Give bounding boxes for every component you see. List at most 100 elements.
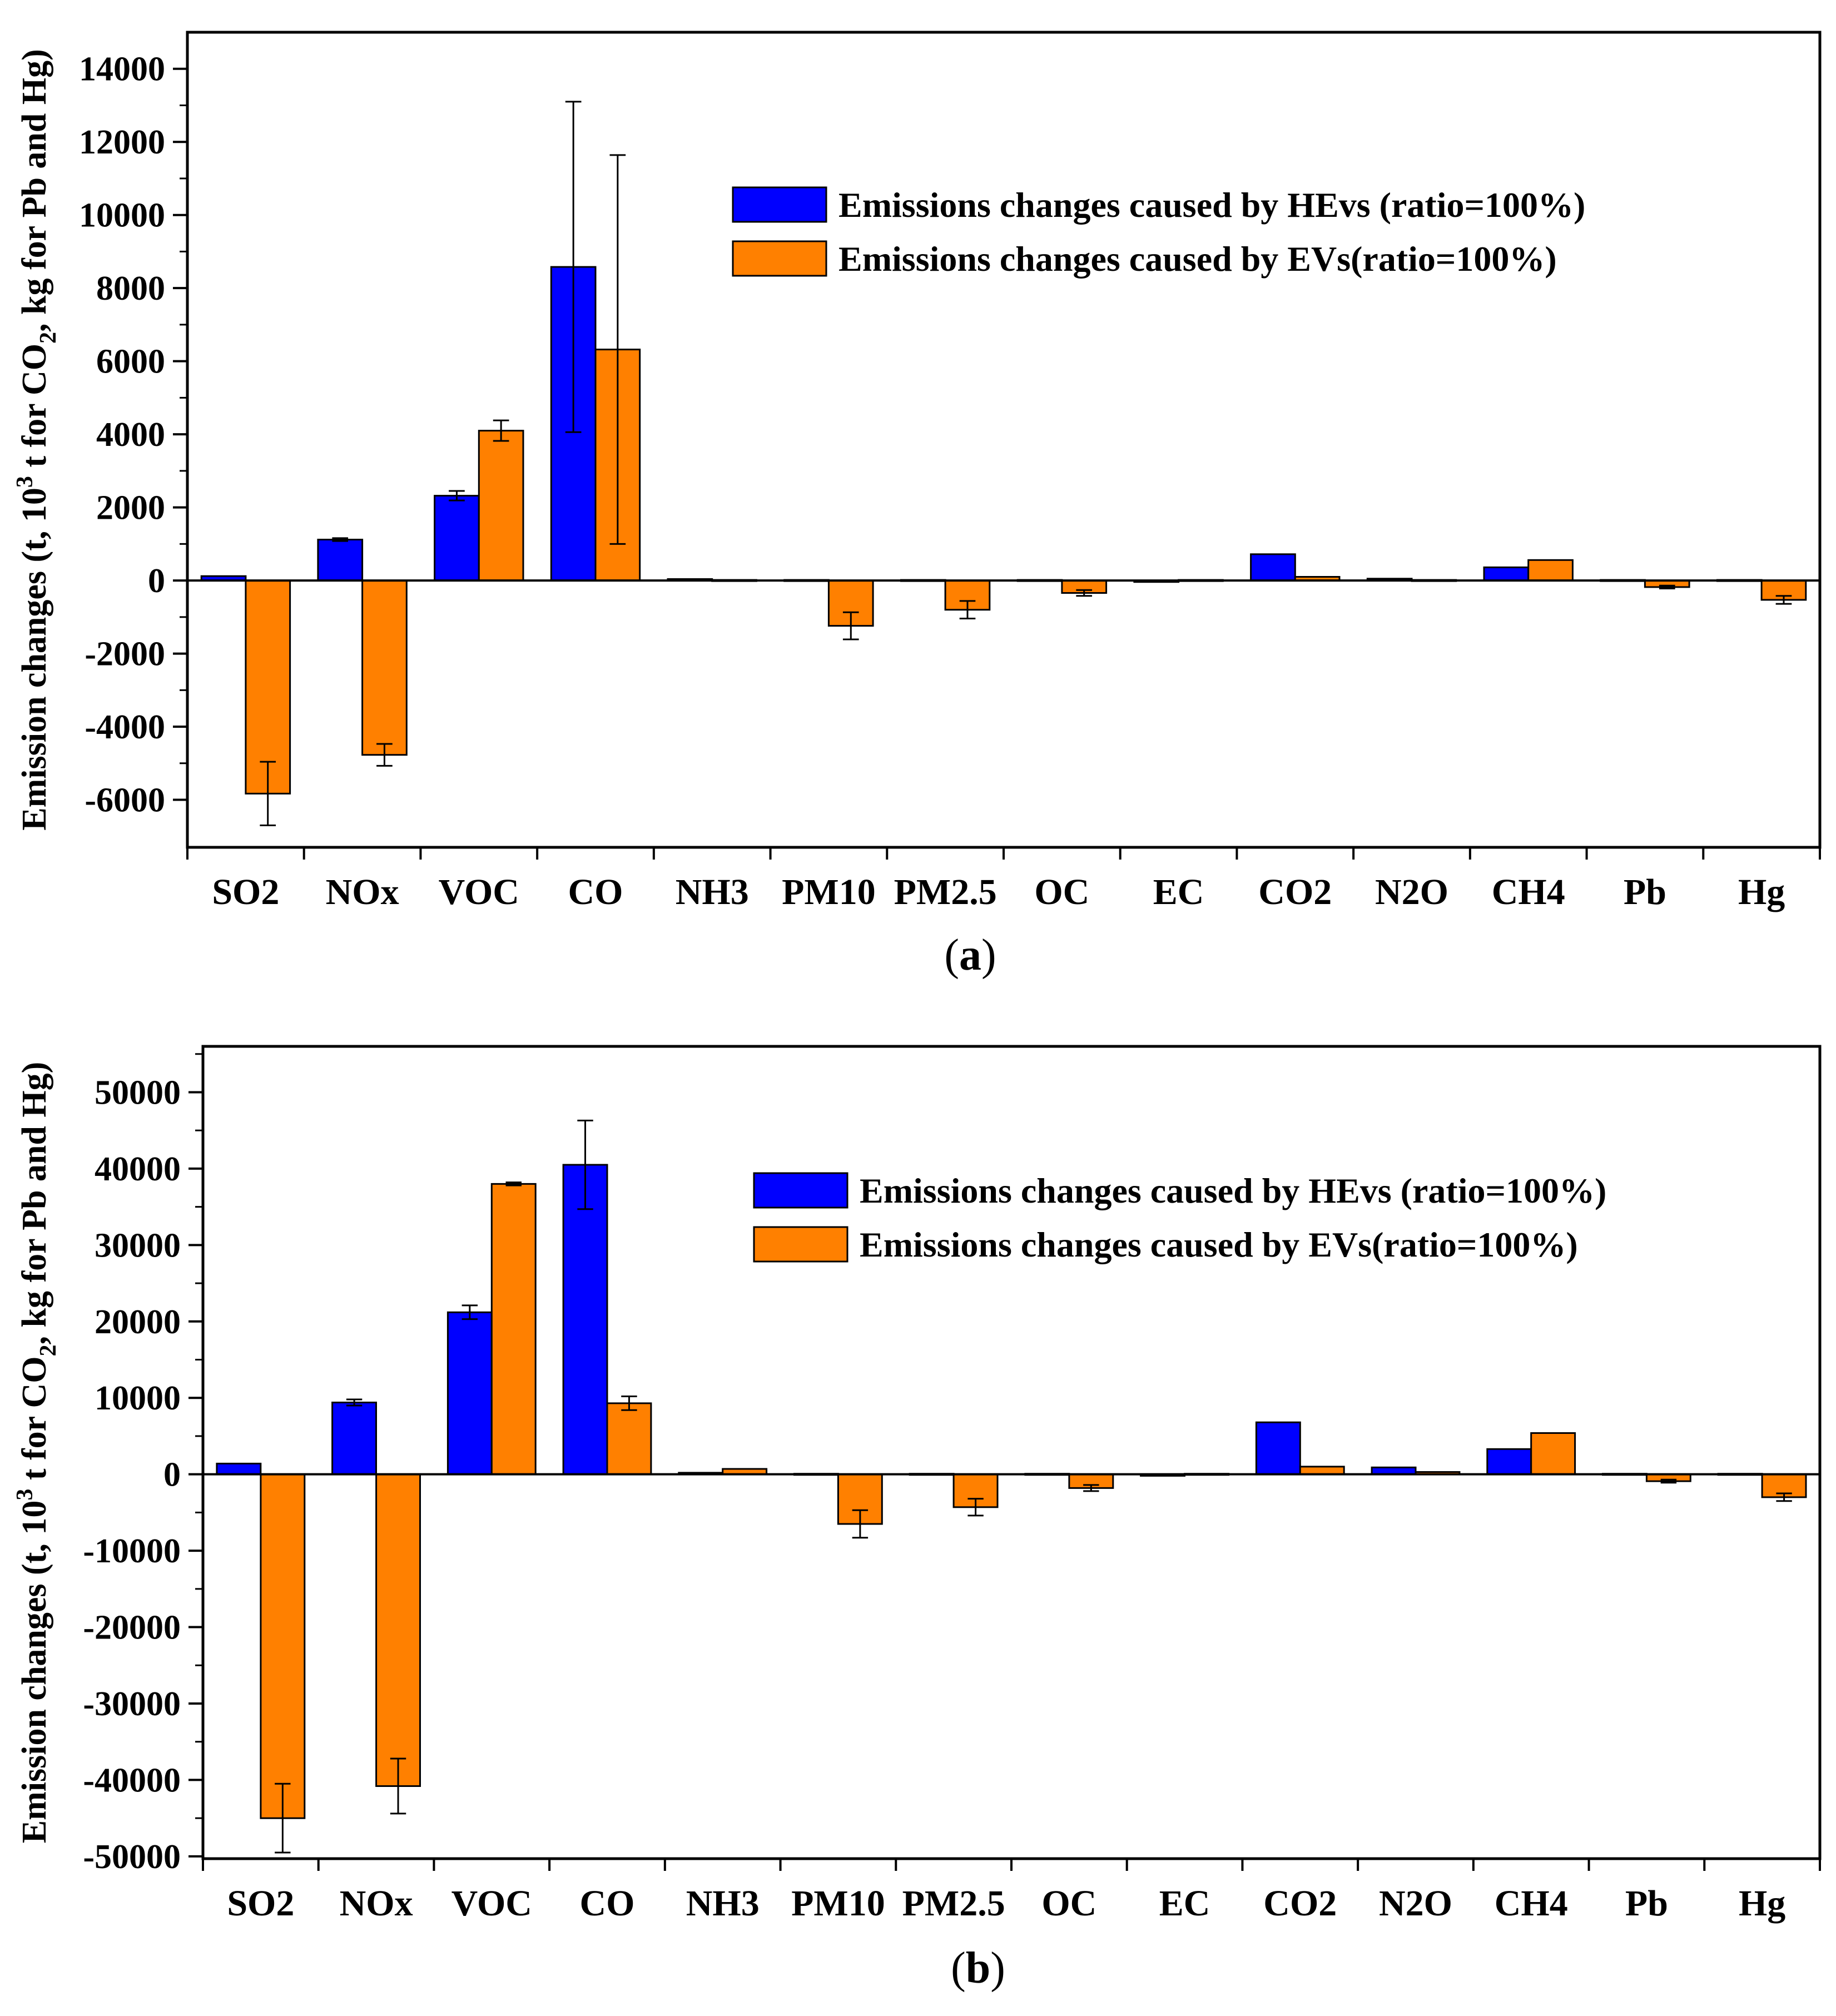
legend-swatch-evs	[732, 240, 827, 277]
y-tick-label: 50000	[95, 1074, 181, 1111]
y-tick-label: -2000	[85, 635, 165, 673]
y-tick-label: -40000	[83, 1761, 181, 1799]
y-axis-title-sup: 3	[12, 476, 38, 488]
x-tick-label-so2: SO2	[212, 872, 279, 912]
y-tick-label: -4000	[85, 708, 165, 746]
legend-label-hevs: Emissions changes caused by HEvs (ratio=…	[860, 1171, 1606, 1210]
x-tick-label-co2: CO2	[1263, 1883, 1337, 1924]
x-tick-label-pm25: PM2.5	[902, 1883, 1005, 1924]
bar-evs-co2	[1299, 1466, 1345, 1476]
y-tick-label: 14000	[79, 51, 165, 88]
bar-evs-co	[606, 1402, 652, 1476]
bar-hevs-co2	[1255, 1421, 1301, 1476]
bar-hevs-co2	[1250, 553, 1296, 582]
x-tick-label-hg: Hg	[1738, 872, 1785, 912]
legend-label-evs: Emissions changes caused by EVs(ratio=10…	[838, 239, 1557, 279]
panel-a: -6000 -4000 -2000 0 2000 4000 6000 8000 10000 120…	[12, 31, 1822, 980]
y-tick-label: -50000	[83, 1838, 181, 1876]
x-tick-label-pb: Pb	[1625, 1883, 1668, 1924]
y-tick-label: -30000	[83, 1685, 181, 1723]
bar-evs-nox	[361, 579, 408, 756]
bar-evs-so2	[245, 579, 291, 795]
x-tick-label-nh3: NH3	[676, 872, 749, 912]
panel-b: -50000 -40000 -30000 -20000 -10000 0 10000 2000…	[12, 1045, 1822, 1993]
x-tick-label-ch4: CH4	[1492, 872, 1565, 912]
bar-evs-voc	[490, 1183, 537, 1476]
y-tick-label: 12000	[79, 123, 165, 161]
panel-label: (a)	[944, 931, 996, 980]
legend-label-hevs: Emissions changes caused by HEvs (ratio=…	[838, 185, 1585, 225]
y-tick-label: 4000	[96, 416, 165, 454]
x-tick-label-n2o: N2O	[1375, 872, 1448, 912]
y-axis-title: Emission changes (t, 103 t for CO2, kg f…	[12, 49, 61, 831]
bar-evs-ch4	[1527, 559, 1574, 582]
y-axis-title-pre: Emission changes (t, 10	[16, 1501, 53, 1844]
panel-label-letter: b	[966, 1944, 991, 1993]
bar-hevs-nox	[317, 539, 364, 582]
y-tick-label: 30000	[95, 1227, 181, 1264]
y-axis-title-pre: Emission changes (t, 10	[16, 488, 53, 831]
y-tick-label: 10000	[95, 1379, 181, 1417]
y-tick-label: 8000	[96, 270, 165, 307]
legend-label-evs: Emissions changes caused by EVs(ratio=10…	[860, 1225, 1578, 1264]
bar-hevs-nox	[331, 1402, 377, 1476]
y-axis-title-sub: 2	[36, 332, 61, 344]
x-tick-label-oc: OC	[1041, 1883, 1096, 1924]
x-tick-label-so2: SO2	[227, 1883, 294, 1924]
legend-swatch-hevs	[753, 1172, 848, 1209]
y-axis-title-sub: 2	[36, 1344, 61, 1356]
x-tick-label-co: CO	[580, 1883, 635, 1924]
x-tick-label-pm25: PM2.5	[894, 872, 997, 912]
y-tick-label: 20000	[95, 1303, 181, 1341]
bar-evs-so2	[260, 1473, 306, 1819]
panel-label: (b)	[951, 1944, 1005, 1993]
x-tick-label-nh3: NH3	[686, 1883, 760, 1924]
y-tick-label: 2000	[96, 489, 165, 527]
bar-hevs-ch4	[1483, 566, 1530, 582]
y-tick-label: 0	[148, 562, 165, 600]
legend-swatch-hevs	[732, 186, 827, 223]
y-axis-title-post: , kg for Pb and Hg)	[16, 49, 53, 332]
y-tick-label: 6000	[96, 343, 165, 381]
x-tick-label-ch4: CH4	[1495, 1883, 1568, 1924]
bar-evs-ch4	[1530, 1432, 1576, 1476]
panel-label-open-paren: (	[951, 1944, 966, 1993]
y-axis-title-sup: 3	[12, 1489, 38, 1501]
bar-hevs-voc	[434, 495, 480, 582]
y-tick-label: 0	[163, 1456, 181, 1494]
y-tick-label: 40000	[95, 1150, 181, 1188]
y-tick-label: 10000	[79, 197, 165, 235]
y-axis-title-post: , kg for Pb and Hg)	[16, 1062, 53, 1345]
x-tick-label-pb: Pb	[1624, 872, 1666, 912]
x-tick-label-voc: VOC	[451, 1883, 532, 1924]
panel-label-close-paren: )	[981, 931, 996, 980]
x-tick-label-pm10: PM10	[791, 1883, 885, 1924]
bar-hevs-ch4	[1486, 1448, 1532, 1476]
x-tick-label-co: CO	[568, 872, 623, 912]
y-axis-title-mid: t for CO	[16, 344, 53, 476]
plot-frame	[201, 1045, 1822, 1860]
bar-evs-nox	[375, 1473, 421, 1787]
x-tick-label-ec: EC	[1159, 1883, 1210, 1924]
y-tick-label: -20000	[83, 1609, 181, 1647]
x-tick-label-hg: Hg	[1739, 1883, 1785, 1924]
panel-label-open-paren: (	[944, 931, 959, 980]
x-tick-label-ec: EC	[1153, 872, 1204, 912]
plot-frame	[186, 31, 1822, 849]
y-tick-label: -10000	[83, 1532, 181, 1570]
x-tick-label-nox: NOx	[326, 872, 399, 912]
bar-evs-voc	[478, 430, 524, 582]
panel-label-letter: a	[959, 931, 981, 980]
y-axis-title-mid: t for CO	[16, 1356, 53, 1488]
x-tick-label-nox: NOx	[340, 1883, 413, 1924]
bar-hevs-co	[562, 1164, 608, 1476]
x-tick-label-oc: OC	[1034, 872, 1089, 912]
legend-swatch-evs	[753, 1226, 848, 1263]
x-tick-label-co2: CO2	[1258, 872, 1332, 912]
x-tick-label-n2o: N2O	[1379, 1883, 1452, 1924]
y-tick-label: -6000	[85, 782, 165, 820]
bar-hevs-so2	[216, 1462, 262, 1476]
y-axis-title: Emission changes (t, 103 t for CO2, kg f…	[12, 1062, 61, 1844]
x-tick-label-pm10: PM10	[782, 872, 876, 912]
